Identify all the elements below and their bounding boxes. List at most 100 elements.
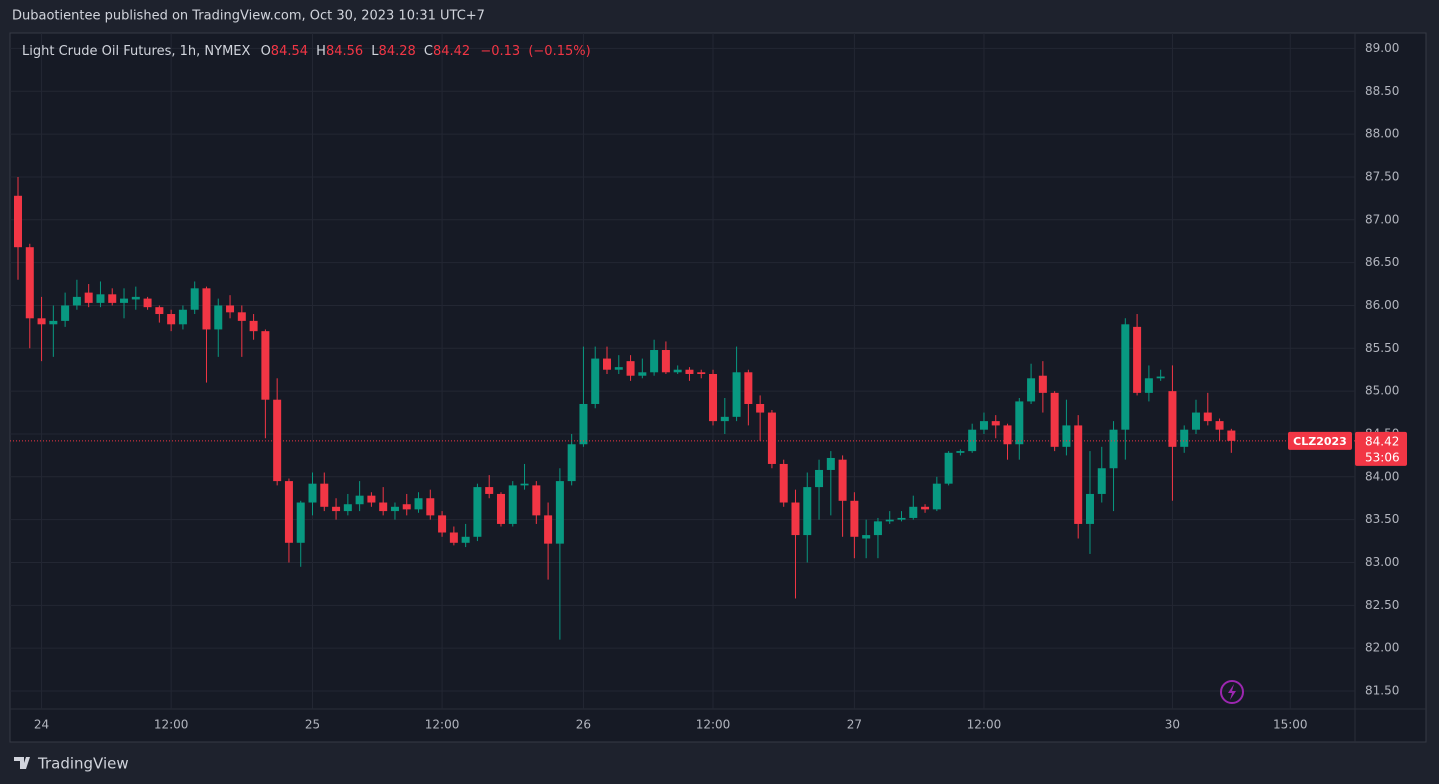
candle-body <box>897 517 906 520</box>
candle-body <box>603 358 611 370</box>
low-value: 84.28 <box>379 44 416 59</box>
candle-body <box>143 298 152 308</box>
open-label: O <box>261 44 271 59</box>
candle-body <box>178 309 187 325</box>
candle-body <box>661 350 670 373</box>
y-tick-label: 82.50 <box>1365 598 1399 612</box>
y-tick-label: 87.50 <box>1365 169 1399 183</box>
candle-body <box>1227 430 1236 441</box>
candle-body <box>61 305 70 321</box>
x-tick-label: 27 <box>847 718 862 732</box>
candle-body <box>1203 412 1212 422</box>
candle-body <box>1133 326 1142 393</box>
candle-body <box>1097 468 1106 494</box>
candle-body <box>991 421 1000 426</box>
last-price-label: 84.42 <box>1365 434 1399 448</box>
candle-body <box>767 412 776 464</box>
candle-body <box>532 485 541 516</box>
candle-body <box>720 416 729 422</box>
candle-body <box>332 506 341 512</box>
y-tick-label: 87.00 <box>1365 212 1399 226</box>
alert-icon-bolt <box>1228 684 1236 700</box>
y-tick-label: 88.00 <box>1365 127 1399 141</box>
x-tick-label: 12:00 <box>425 718 460 732</box>
candle-body <box>1038 375 1047 393</box>
candle-body <box>237 312 246 321</box>
candle-body <box>1215 421 1224 430</box>
candle-body <box>367 495 376 503</box>
candle-body <box>756 403 765 413</box>
x-tick-label: 15:00 <box>1273 718 1308 732</box>
candle-body <box>414 498 423 510</box>
candle-body <box>72 296 81 306</box>
candle-body <box>685 369 694 374</box>
candle-body <box>1062 425 1071 447</box>
candle-body <box>979 421 988 430</box>
candle-body <box>1085 493 1094 524</box>
candle-body <box>673 369 682 373</box>
candle-body <box>862 535 871 539</box>
candle-body <box>921 506 930 510</box>
candle-body <box>343 504 352 512</box>
candle-body <box>803 487 812 536</box>
candle-body <box>1003 425 1012 445</box>
y-tick-label: 83.00 <box>1365 555 1399 569</box>
candle-body <box>968 429 977 452</box>
candle-body <box>49 320 58 325</box>
candle-body <box>108 294 117 303</box>
candle-body <box>25 247 34 319</box>
candle-body <box>567 444 576 482</box>
candle-body <box>261 331 270 400</box>
x-tick-label: 30 <box>1165 718 1180 732</box>
candle-body <box>155 307 164 315</box>
open-value: 84.54 <box>271 44 308 59</box>
candle-body <box>614 367 623 370</box>
candle-body <box>626 361 635 376</box>
candle-body <box>84 292 93 303</box>
candle-body <box>544 515 553 544</box>
candle-body <box>496 493 505 524</box>
candle-body <box>390 506 399 512</box>
y-tick-label: 81.50 <box>1365 684 1399 698</box>
candle-body <box>426 498 435 516</box>
candle-body <box>214 305 223 330</box>
candle-body <box>650 350 659 373</box>
brand-logo <box>14 757 30 769</box>
candle-body <box>944 452 953 484</box>
candle-body <box>167 314 176 325</box>
candle-body <box>826 457 835 470</box>
y-tick-label: 86.50 <box>1365 255 1399 269</box>
alert-icon[interactable] <box>1220 680 1244 704</box>
candle-body <box>508 485 517 524</box>
candle-body <box>779 463 788 503</box>
change-value: −0.13 <box>480 44 520 59</box>
candle-body <box>1192 412 1200 430</box>
candle-body <box>1121 324 1130 430</box>
candle-body <box>485 487 494 494</box>
candle-body <box>1015 401 1024 445</box>
candle-body <box>284 481 293 543</box>
y-tick-label: 84.00 <box>1365 469 1399 483</box>
candle-body <box>697 372 706 374</box>
price-badge <box>1355 431 1407 466</box>
candle-body <box>202 288 211 330</box>
candle-body <box>1027 378 1036 402</box>
candle-body <box>1156 376 1165 379</box>
high-label: H <box>316 44 326 59</box>
countdown-label: 53:06 <box>1365 450 1400 464</box>
candle-body <box>131 296 140 300</box>
y-tick-label: 83.50 <box>1365 512 1399 526</box>
candle-body <box>579 403 588 445</box>
candle-body <box>249 320 258 332</box>
chart-area <box>9 32 1427 743</box>
x-tick-label: 12:00 <box>696 718 731 732</box>
x-tick-label: 12:00 <box>154 718 189 732</box>
candle-body <box>520 483 529 486</box>
candle-body <box>402 504 411 510</box>
symbol-label: CLZ2023 <box>1293 435 1347 448</box>
candle-body <box>885 519 894 522</box>
grid <box>10 33 1355 709</box>
candle-body <box>791 502 800 536</box>
candle-body <box>709 373 718 422</box>
